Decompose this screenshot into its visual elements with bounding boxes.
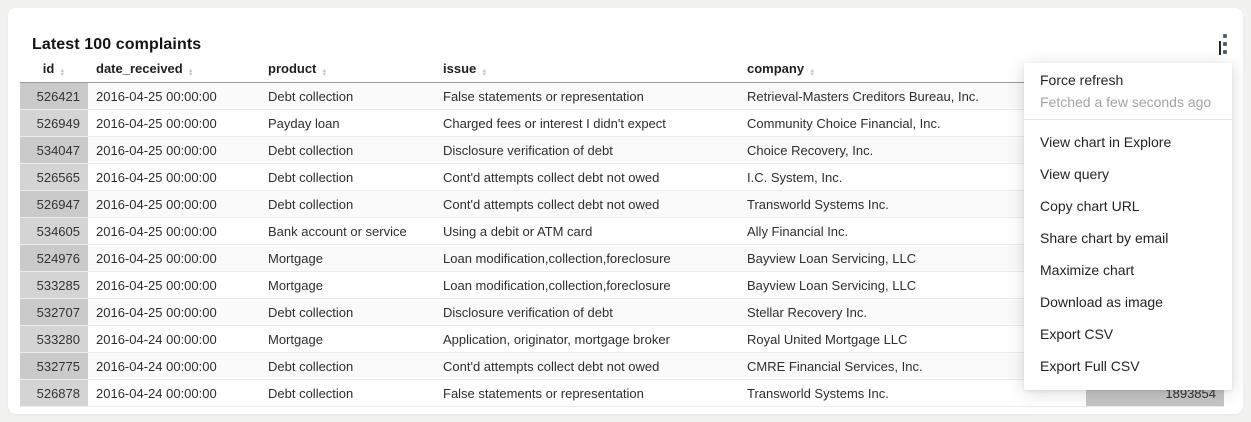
cell-product: Debt collection bbox=[260, 298, 435, 326]
column-header-issue[interactable]: issue ▲ ▼ bbox=[435, 55, 739, 83]
cell-issue: Cont'd attempts collect debt not owed bbox=[435, 352, 739, 380]
cell-date-received: 2016-04-25 00:00:00 bbox=[88, 298, 260, 326]
cell-product: Mortgage bbox=[260, 244, 435, 272]
cell-id: 526949 bbox=[20, 109, 88, 137]
cell-date-received: 2016-04-25 00:00:00 bbox=[88, 82, 260, 110]
cell-id: 526565 bbox=[20, 163, 88, 191]
cell-id: 524976 bbox=[20, 244, 88, 272]
cell-date-received: 2016-04-24 00:00:00 bbox=[88, 379, 260, 407]
cell-product: Debt collection bbox=[260, 190, 435, 218]
text-cursor-artifact bbox=[1219, 41, 1221, 66]
menu-item-export-csv[interactable]: Export CSV bbox=[1040, 326, 1114, 342]
cell-product: Mortgage bbox=[260, 271, 435, 299]
cell-product: Debt collection bbox=[260, 163, 435, 191]
cell-issue: Loan modification,collection,foreclosure bbox=[435, 244, 739, 272]
cell-product: Bank account or service bbox=[260, 217, 435, 245]
cell-date-received: 2016-04-25 00:00:00 bbox=[88, 271, 260, 299]
table-row: 526565 2016-04-25 00:00:00 Debt collecti… bbox=[20, 163, 1224, 191]
cell-issue: Cont'd attempts collect debt not owed bbox=[435, 163, 739, 191]
cell-id: 526947 bbox=[20, 190, 88, 218]
column-header-product[interactable]: product ▲ ▼ bbox=[260, 55, 435, 83]
cell-issue: Disclosure verification of debt bbox=[435, 298, 739, 326]
cell-issue: Cont'd attempts collect debt not owed bbox=[435, 190, 739, 218]
cell-date-received: 2016-04-24 00:00:00 bbox=[88, 325, 260, 353]
kebab-icon bbox=[1223, 34, 1227, 54]
cell-issue: False statements or representation bbox=[435, 82, 739, 110]
cell-product: Debt collection bbox=[260, 136, 435, 164]
menu-item-export-full-csv[interactable]: Export Full CSV bbox=[1040, 358, 1140, 374]
cell-issue: Loan modification,collection,foreclosure bbox=[435, 271, 739, 299]
chart-card: Latest 100 complaints id ▲ ▼ date_received… bbox=[8, 8, 1243, 414]
sort-icon[interactable]: ▲ ▼ bbox=[59, 67, 66, 78]
cell-product: Mortgage bbox=[260, 325, 435, 353]
cell-issue: Using a debit or ATM card bbox=[435, 217, 739, 245]
cell-issue: Charged fees or interest I didn't expect bbox=[435, 109, 739, 137]
cell-date-received: 2016-04-25 00:00:00 bbox=[88, 217, 260, 245]
cell-id: 533285 bbox=[20, 271, 88, 299]
cell-date-received: 2016-04-25 00:00:00 bbox=[88, 163, 260, 191]
cell-id: 526878 bbox=[20, 379, 88, 407]
menu-item-share-chart-by-email[interactable]: Share chart by email bbox=[1040, 230, 1169, 246]
menu-item-view-query[interactable]: View query bbox=[1040, 166, 1110, 182]
cell-date-received: 2016-04-25 00:00:00 bbox=[88, 244, 260, 272]
cell-date-received: 2016-04-25 00:00:00 bbox=[88, 136, 260, 164]
cell-product: Debt collection bbox=[260, 82, 435, 110]
sort-icon[interactable]: ▲ ▼ bbox=[481, 67, 488, 78]
cell-date-received: 2016-04-24 00:00:00 bbox=[88, 352, 260, 380]
cell-issue: Application, originator, mortgage broker bbox=[435, 325, 739, 353]
sort-icon[interactable]: ▲ ▼ bbox=[187, 67, 194, 78]
more-options-button[interactable] bbox=[1213, 30, 1237, 64]
menu-item-force-refresh[interactable]: Force refresh bbox=[1040, 72, 1124, 88]
cell-product: Debt collection bbox=[260, 379, 435, 407]
menu-item-maximize-chart[interactable]: Maximize chart bbox=[1040, 262, 1135, 278]
cell-date-received: 2016-04-25 00:00:00 bbox=[88, 190, 260, 218]
cell-id: 534047 bbox=[20, 136, 88, 164]
cell-issue: Disclosure verification of debt bbox=[435, 136, 739, 164]
sort-icon[interactable]: ▲ ▼ bbox=[809, 67, 816, 78]
page-title: Latest 100 complaints bbox=[32, 36, 202, 53]
cell-id: 534605 bbox=[20, 217, 88, 245]
menu-divider bbox=[1024, 119, 1232, 120]
menu-item-download-as-image[interactable]: Download as image bbox=[1040, 294, 1163, 310]
cell-product: Debt collection bbox=[260, 352, 435, 380]
chart-context-menu: Force refresh Fetched a few seconds ago … bbox=[1024, 63, 1232, 390]
cell-id: 533280 bbox=[20, 325, 88, 353]
menu-item-copy-chart-url[interactable]: Copy chart URL bbox=[1040, 198, 1140, 214]
sort-icon[interactable]: ▲ ▼ bbox=[321, 67, 328, 78]
menu-item-view-chart-in-explore[interactable]: View chart in Explore bbox=[1040, 134, 1172, 150]
cell-date-received: 2016-04-25 00:00:00 bbox=[88, 109, 260, 137]
fetch-status-text: Fetched a few seconds ago bbox=[1040, 94, 1212, 110]
cell-id: 532707 bbox=[20, 298, 88, 326]
column-header-id[interactable]: id ▲ ▼ bbox=[20, 55, 88, 83]
cell-id: 526421 bbox=[20, 82, 88, 110]
cell-product: Payday loan bbox=[260, 109, 435, 137]
column-header-date-received[interactable]: date_received ▲ ▼ bbox=[88, 55, 260, 83]
cell-id: 532775 bbox=[20, 352, 88, 380]
table-row: 532707 2016-04-25 00:00:00 Debt collecti… bbox=[20, 298, 1224, 326]
cell-issue: False statements or representation bbox=[435, 379, 739, 407]
